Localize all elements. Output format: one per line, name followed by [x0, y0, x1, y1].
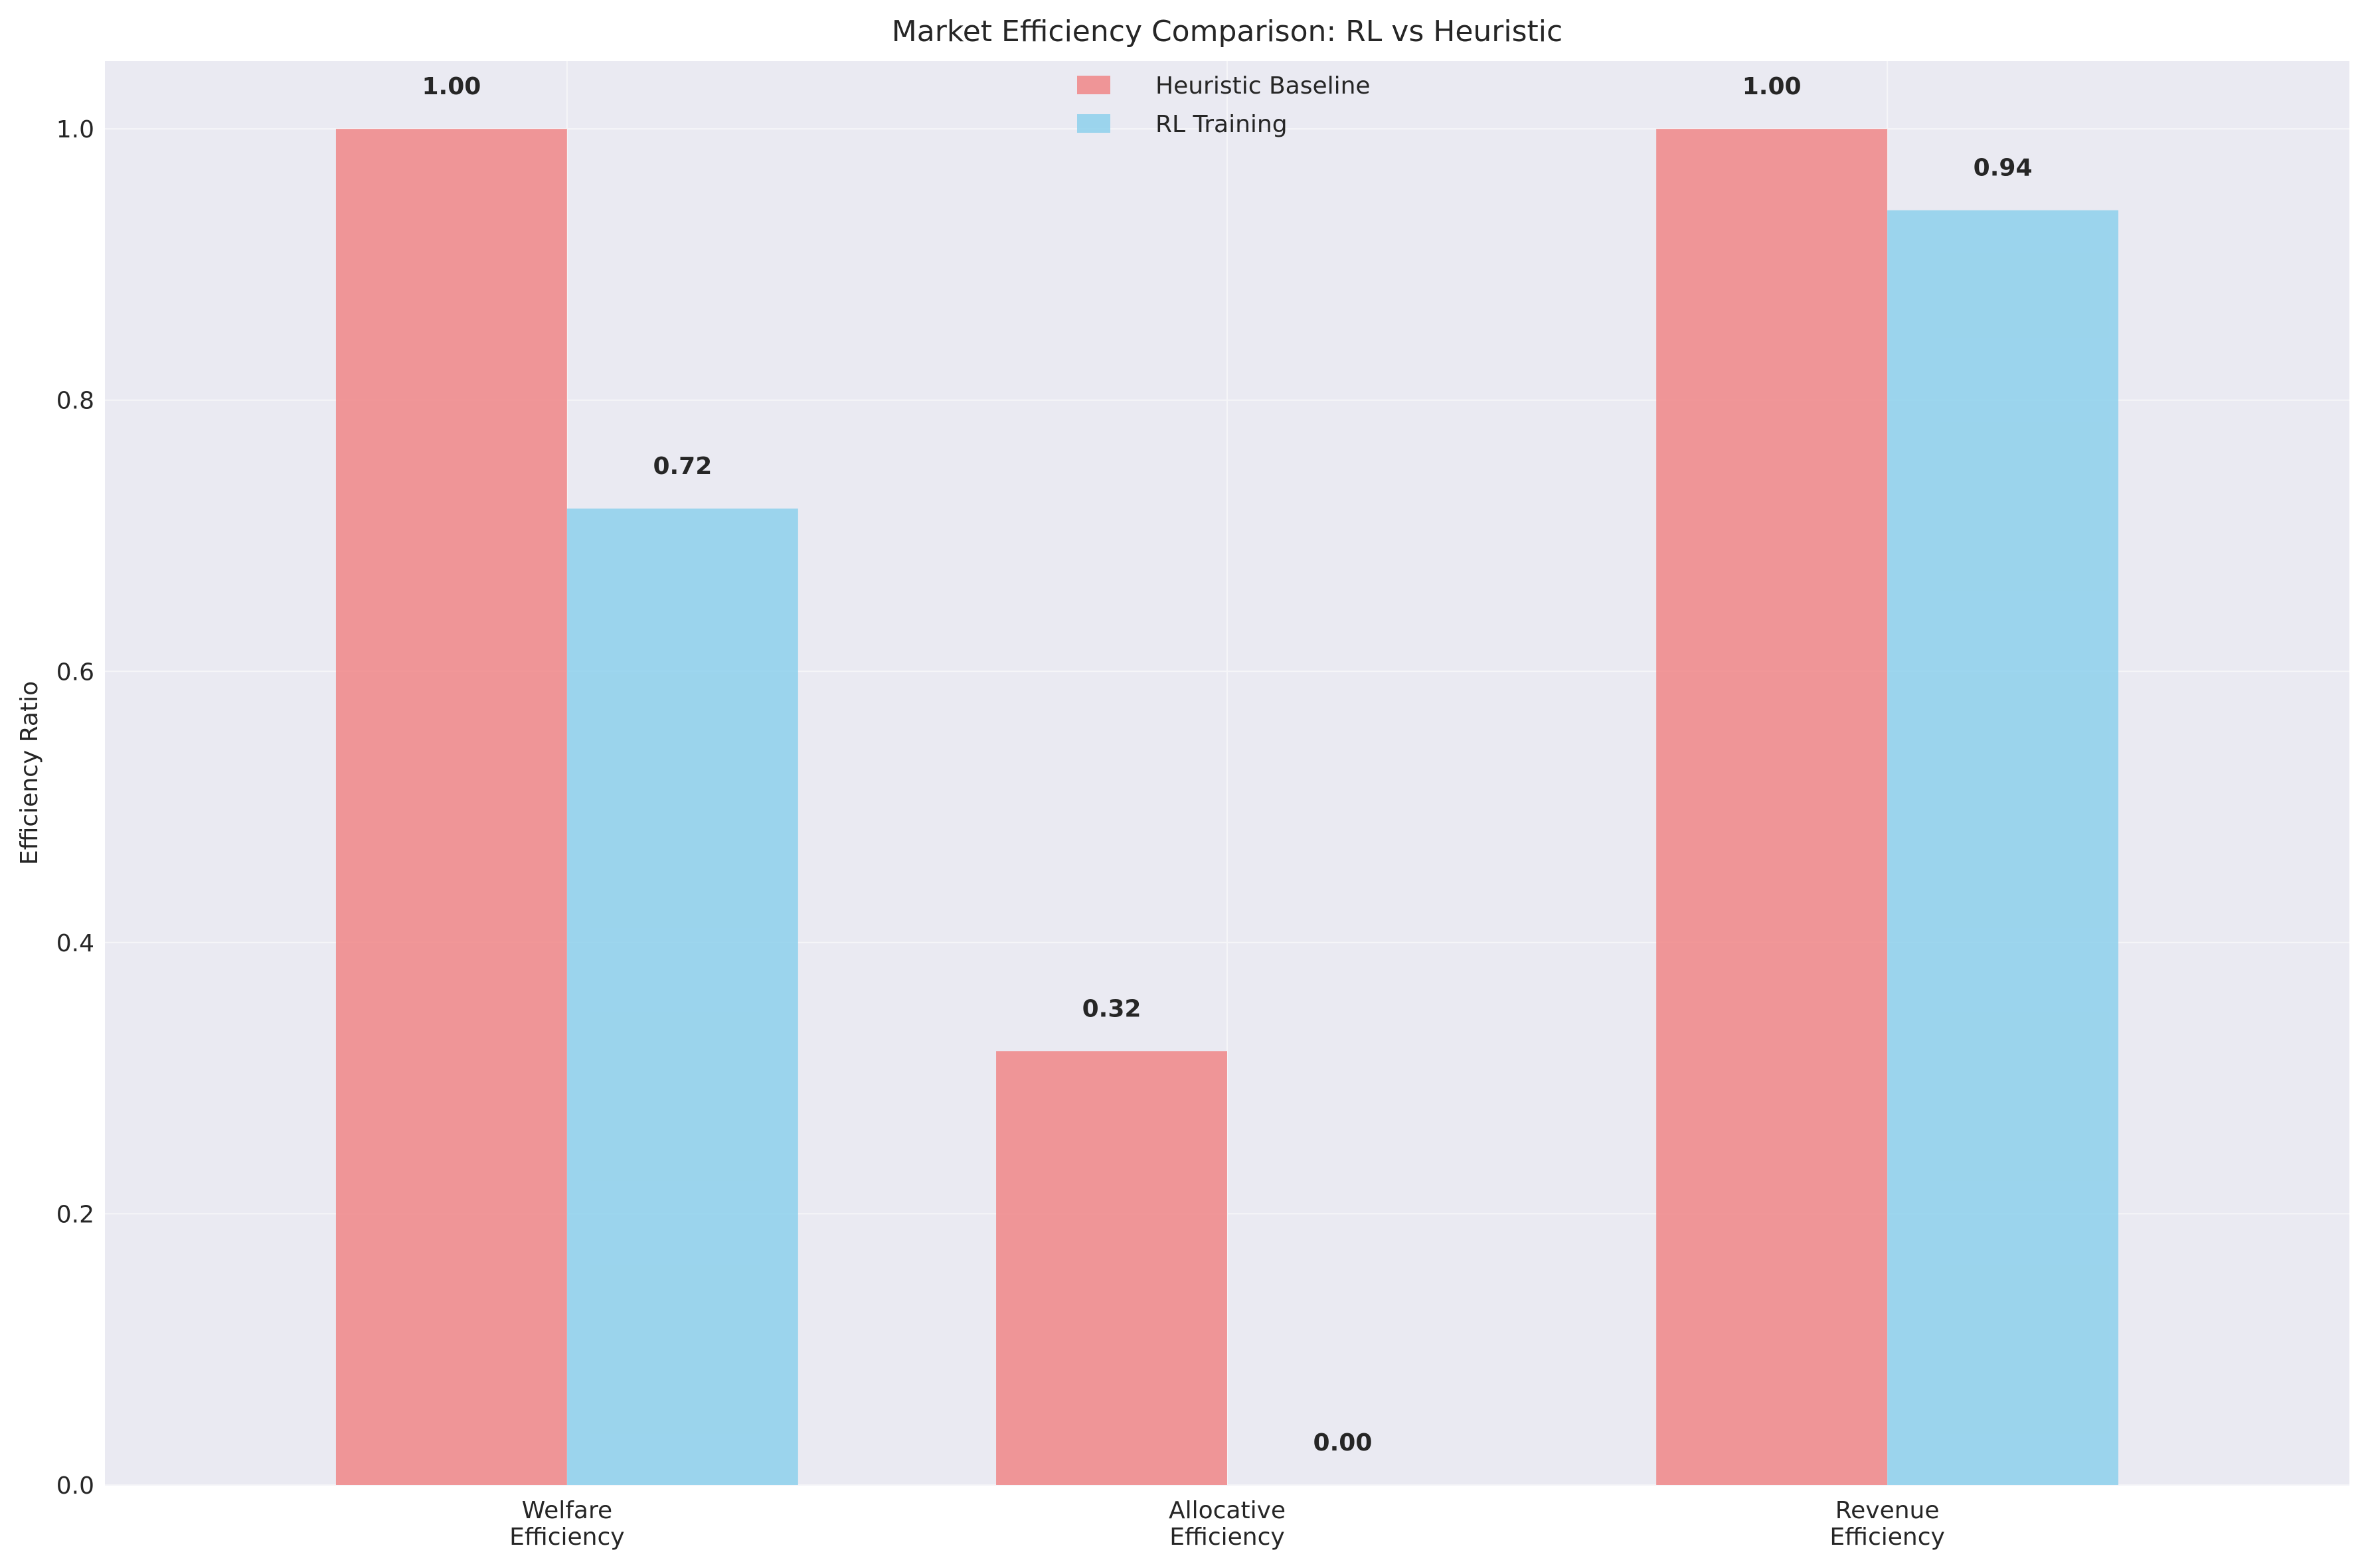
y-tick-label: 0.0 — [56, 1472, 94, 1500]
y-tick-label: 0.4 — [56, 930, 94, 957]
bar — [1656, 129, 1888, 1486]
bar — [996, 1051, 1227, 1485]
bars — [335, 129, 2119, 1486]
y-tick-label: 1.0 — [56, 116, 94, 143]
bar-value-label: 0.00 — [1313, 1429, 1373, 1456]
data-labels: 1.00 0.32 1.00 0.72 0.00 0.94 — [422, 73, 2032, 1456]
bar-value-label: 1.00 — [422, 73, 481, 100]
bar — [335, 129, 567, 1486]
y-axis-label: Efficiency Ratio — [16, 681, 43, 865]
bar-value-label: 0.94 — [1974, 155, 2033, 182]
x-tick-label: Allocative Efficiency — [1169, 1497, 1286, 1551]
y-tick-label: 0.2 — [56, 1201, 94, 1228]
legend: Heuristic Baseline RL Training — [1077, 72, 1371, 138]
bar-value-label: 1.00 — [1742, 73, 1802, 100]
x-tick-label: Revenue Efficiency — [1829, 1497, 1944, 1551]
legend-label: RL Training — [1155, 111, 1288, 138]
bar-value-label: 0.32 — [1082, 995, 1142, 1022]
x-tick-label: Welfare Efficiency — [509, 1497, 624, 1551]
x-axis-ticks: Welfare Efficiency Allocative Efficiency Rev… — [509, 1497, 1945, 1551]
y-axis-ticks: 0.0 0.2 0.4 0.6 0.8 1.0 — [56, 116, 94, 1500]
legend-label: Heuristic Baseline — [1155, 72, 1371, 100]
y-tick-label: 0.8 — [56, 388, 94, 415]
y-tick-label: 0.6 — [56, 659, 94, 686]
legend-swatch — [1077, 76, 1110, 94]
bar — [566, 509, 798, 1486]
bar — [1887, 210, 2119, 1485]
chart-title: Market Efficiency Comparison: RL vs Heur… — [892, 15, 1563, 48]
bar-value-label: 0.72 — [653, 453, 712, 480]
legend-swatch — [1077, 114, 1110, 133]
